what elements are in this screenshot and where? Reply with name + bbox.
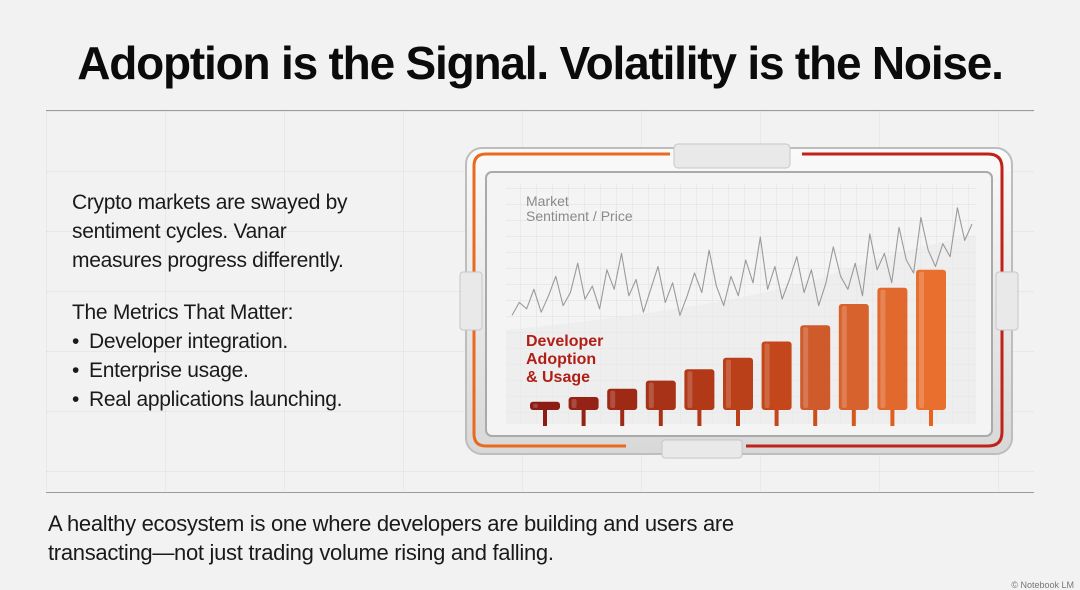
metrics-list: • Developer integration. • Enterprise usag… xyxy=(72,327,402,414)
bar-highlight xyxy=(803,327,809,408)
bar-highlight xyxy=(919,271,924,408)
sentiment-label-line2: Sentiment / Price xyxy=(526,208,633,224)
adoption-bar xyxy=(838,304,869,410)
bar-highlight xyxy=(533,403,538,408)
bar-stem xyxy=(774,410,779,426)
intro-line: measures progress differently. xyxy=(72,249,344,272)
bar-stem xyxy=(736,410,740,426)
bar-highlight xyxy=(610,390,616,408)
adoption-bar xyxy=(916,269,946,410)
sentiment-line xyxy=(511,207,973,316)
metric-item: • Real applications launching. xyxy=(72,385,402,414)
sentiment-label-line1: Market xyxy=(526,193,569,209)
right-clip xyxy=(995,271,1019,331)
footer-text-block: A healthy ecosystem is one where develop… xyxy=(48,509,848,567)
bar-stem xyxy=(697,410,702,426)
adoption-bar xyxy=(568,397,599,410)
bar-highlight xyxy=(726,359,731,408)
metrics-heading: The Metrics That Matter: xyxy=(72,301,294,324)
metric-item: • Enterprise usage. xyxy=(72,356,402,385)
bullet-icon: • xyxy=(72,330,80,353)
footer-line: transacting—not just trading volume risi… xyxy=(48,540,554,565)
adoption-label-line3: & Usage xyxy=(526,369,590,386)
intro-line: sentiment cycles. Vanar xyxy=(72,220,287,243)
bar-highlight xyxy=(841,306,847,408)
bar-stem xyxy=(581,410,586,426)
metric-label: Developer integration. xyxy=(89,330,288,353)
adoption-bar xyxy=(877,287,908,410)
bottom-clip xyxy=(661,439,743,459)
adoption-bar xyxy=(723,357,753,410)
bar-stem xyxy=(851,410,856,426)
footer-line: A healthy ecosystem is one where develop… xyxy=(48,511,734,536)
adoption-bar xyxy=(530,401,560,410)
bar-stem xyxy=(620,410,625,426)
adoption-label-line1: Developer xyxy=(526,333,603,350)
adoption-chart: Market Sentiment / Price Developer Adopt… xyxy=(459,143,1019,459)
metric-label: Real applications launching. xyxy=(89,388,343,411)
adoption-bar xyxy=(645,380,676,410)
bar-highlight xyxy=(880,289,886,408)
adoption-label-line2: Adoption xyxy=(526,351,596,368)
adoption-bar xyxy=(800,325,831,410)
bar-stem xyxy=(890,410,895,426)
metric-label: Enterprise usage. xyxy=(89,359,249,382)
bar-highlight xyxy=(687,371,693,408)
credit-watermark: © Notebook LM xyxy=(1011,580,1074,590)
intro-line: Crypto markets are swayed by xyxy=(72,191,348,214)
metric-item: • Developer integration. xyxy=(72,327,402,356)
bar-stem xyxy=(813,410,818,426)
top-clip xyxy=(673,143,791,169)
bar-highlight xyxy=(571,399,577,408)
page-title: Adoption is the Signal. Volatility is th… xyxy=(77,37,1004,89)
bar-stem xyxy=(543,410,547,426)
bar-highlight xyxy=(764,343,770,408)
adoption-bar xyxy=(607,388,638,410)
left-clip xyxy=(459,271,483,331)
bar-highlight xyxy=(648,382,654,408)
bottom-divider xyxy=(46,492,1034,493)
adoption-bar xyxy=(684,369,715,410)
adoption-bar xyxy=(761,341,792,410)
bar-stem xyxy=(929,410,933,426)
intro-text-block: Crypto markets are swayed by sentiment c… xyxy=(72,188,402,414)
bullet-icon: • xyxy=(72,359,80,382)
bar-stem xyxy=(658,410,663,426)
bullet-icon: • xyxy=(72,388,80,411)
top-divider xyxy=(46,110,1034,111)
